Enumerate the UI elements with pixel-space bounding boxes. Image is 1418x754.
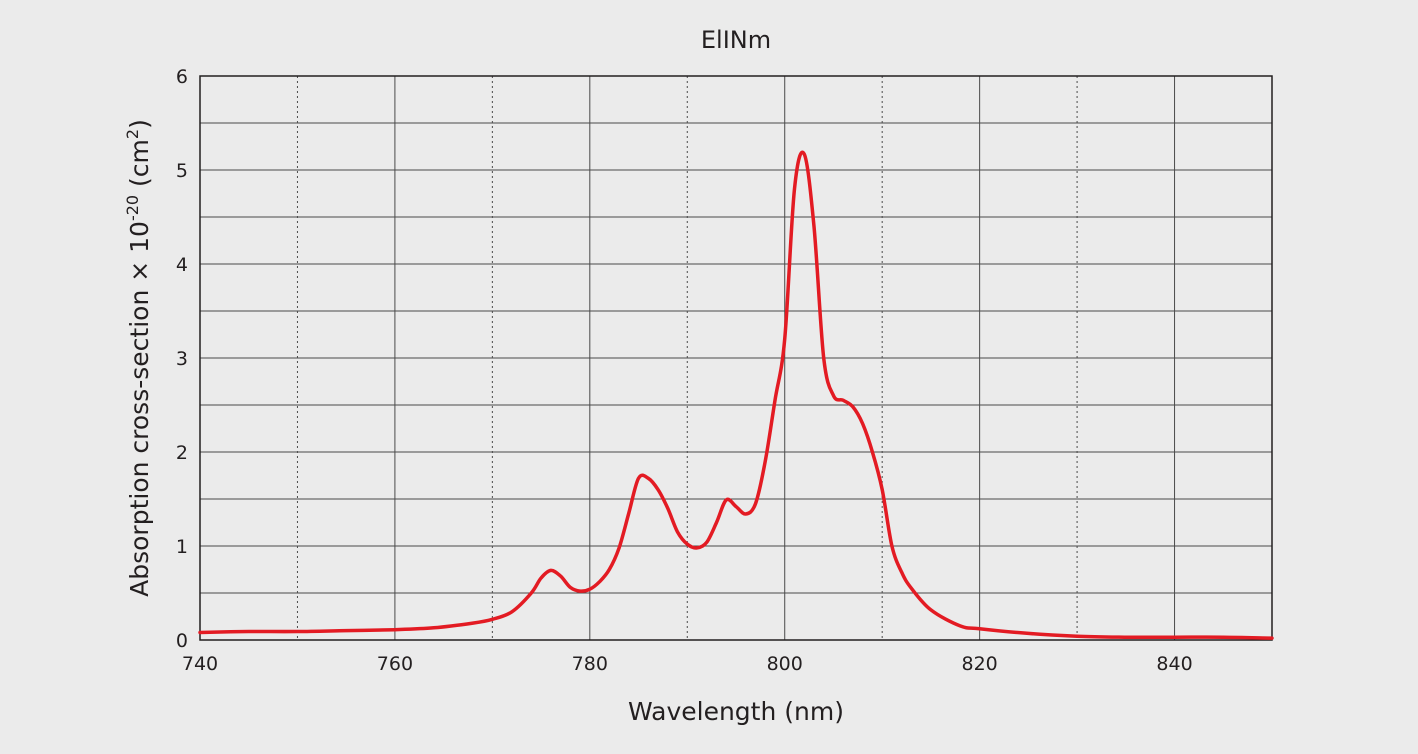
y-axis-title-close: ) — [125, 119, 154, 129]
chart-title: ElINm — [701, 26, 771, 54]
y-tick-label: 2 — [176, 442, 188, 464]
x-tick-label: 740 — [182, 653, 218, 675]
y-tick-label: 3 — [176, 348, 188, 370]
y-axis-title-main: Absorption cross-section × 10 — [125, 221, 154, 597]
x-tick-label: 820 — [962, 653, 998, 675]
y-tick-label: 0 — [176, 630, 188, 652]
x-tick-label: 780 — [572, 653, 608, 675]
y-axis-title-exponent: -20 — [123, 195, 142, 221]
x-tick-label: 760 — [377, 653, 413, 675]
y-tick-label: 4 — [176, 254, 188, 276]
y-tick-label: 1 — [176, 536, 188, 558]
y-tick-label: 6 — [176, 66, 188, 88]
x-axis-title: Wavelength (nm) — [628, 697, 844, 726]
series-line-absorption — [198, 150, 1274, 640]
axis-tick-labels: 740 760 780 800 820 840 0 1 2 3 4 5 6 — [176, 66, 1193, 675]
y-tick-label: 5 — [176, 160, 188, 182]
plot-frame — [199, 75, 1273, 641]
x-tick-label: 840 — [1156, 653, 1192, 675]
x-tick-label: 800 — [767, 653, 803, 675]
y-axis-title: Absorption cross-section × 10-20 (cm2) — [123, 119, 154, 597]
y-axis-title-unit-exponent: 2 — [123, 129, 142, 139]
y-axis-title-unit: (cm — [125, 139, 154, 195]
